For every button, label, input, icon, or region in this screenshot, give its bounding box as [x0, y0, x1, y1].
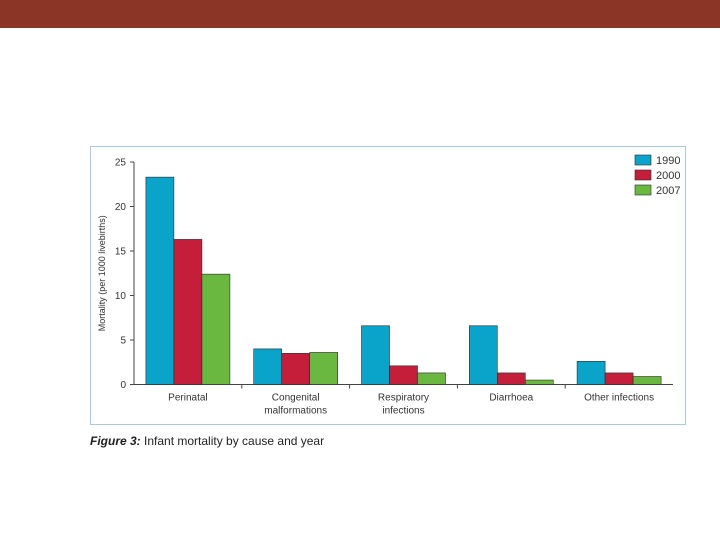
- x-tick-label: Diarrhoea: [489, 393, 533, 404]
- legend-swatch-2007: [634, 184, 652, 196]
- bar-1990: [468, 325, 498, 385]
- bar-chart: 0 5 10 15 20 25 Mortality (per 1000 livebirths…: [97, 154, 680, 417]
- bar-2007: [632, 376, 662, 385]
- x-tick-label: Other infections: [584, 393, 654, 404]
- bar-2000: [173, 239, 203, 385]
- figure-caption-text: Infant mortality by cause and year: [140, 434, 325, 448]
- bar-1990: [576, 361, 606, 385]
- y-tick-label: 20: [115, 202, 127, 213]
- figure-caption: Figure 3: Infant mortality by cause and …: [90, 434, 324, 448]
- x-tick-label: malformations: [264, 406, 327, 417]
- y-axis-label: Mortality (per 1000 livebirths): [97, 215, 107, 331]
- bar-2000: [604, 372, 634, 385]
- y-tick-label: 15: [115, 247, 127, 258]
- header-bar: [0, 0, 720, 28]
- legend-swatch-1990: [634, 154, 652, 166]
- legend-label-2000: 2000: [656, 170, 680, 182]
- legend-label-2007: 2007: [656, 185, 680, 197]
- bar-2007: [201, 273, 231, 385]
- legend-swatch-2000: [634, 169, 652, 181]
- x-tick-label: Perinatal: [168, 393, 207, 404]
- bar-1990: [145, 176, 175, 385]
- bar-2000: [281, 353, 310, 385]
- bar-2000: [389, 365, 418, 385]
- bar-1990: [361, 325, 390, 385]
- x-tick-label: Congenital: [272, 393, 320, 404]
- bar-2007: [309, 352, 338, 385]
- x-tick-label: infections: [382, 406, 424, 417]
- bar-2000: [496, 372, 526, 385]
- y-tick-label: 0: [120, 380, 126, 391]
- y-tick-label: 25: [115, 158, 127, 169]
- bar-2007: [524, 379, 554, 385]
- x-tick-label: Respiratory: [378, 393, 429, 404]
- figure-caption-label: Figure 3:: [90, 434, 141, 448]
- y-tick-label: 10: [115, 291, 127, 302]
- y-tick-label: 5: [120, 336, 126, 347]
- bar-1990: [253, 348, 282, 385]
- legend-label-1990: 1990: [656, 155, 680, 167]
- bar-2007: [417, 372, 446, 385]
